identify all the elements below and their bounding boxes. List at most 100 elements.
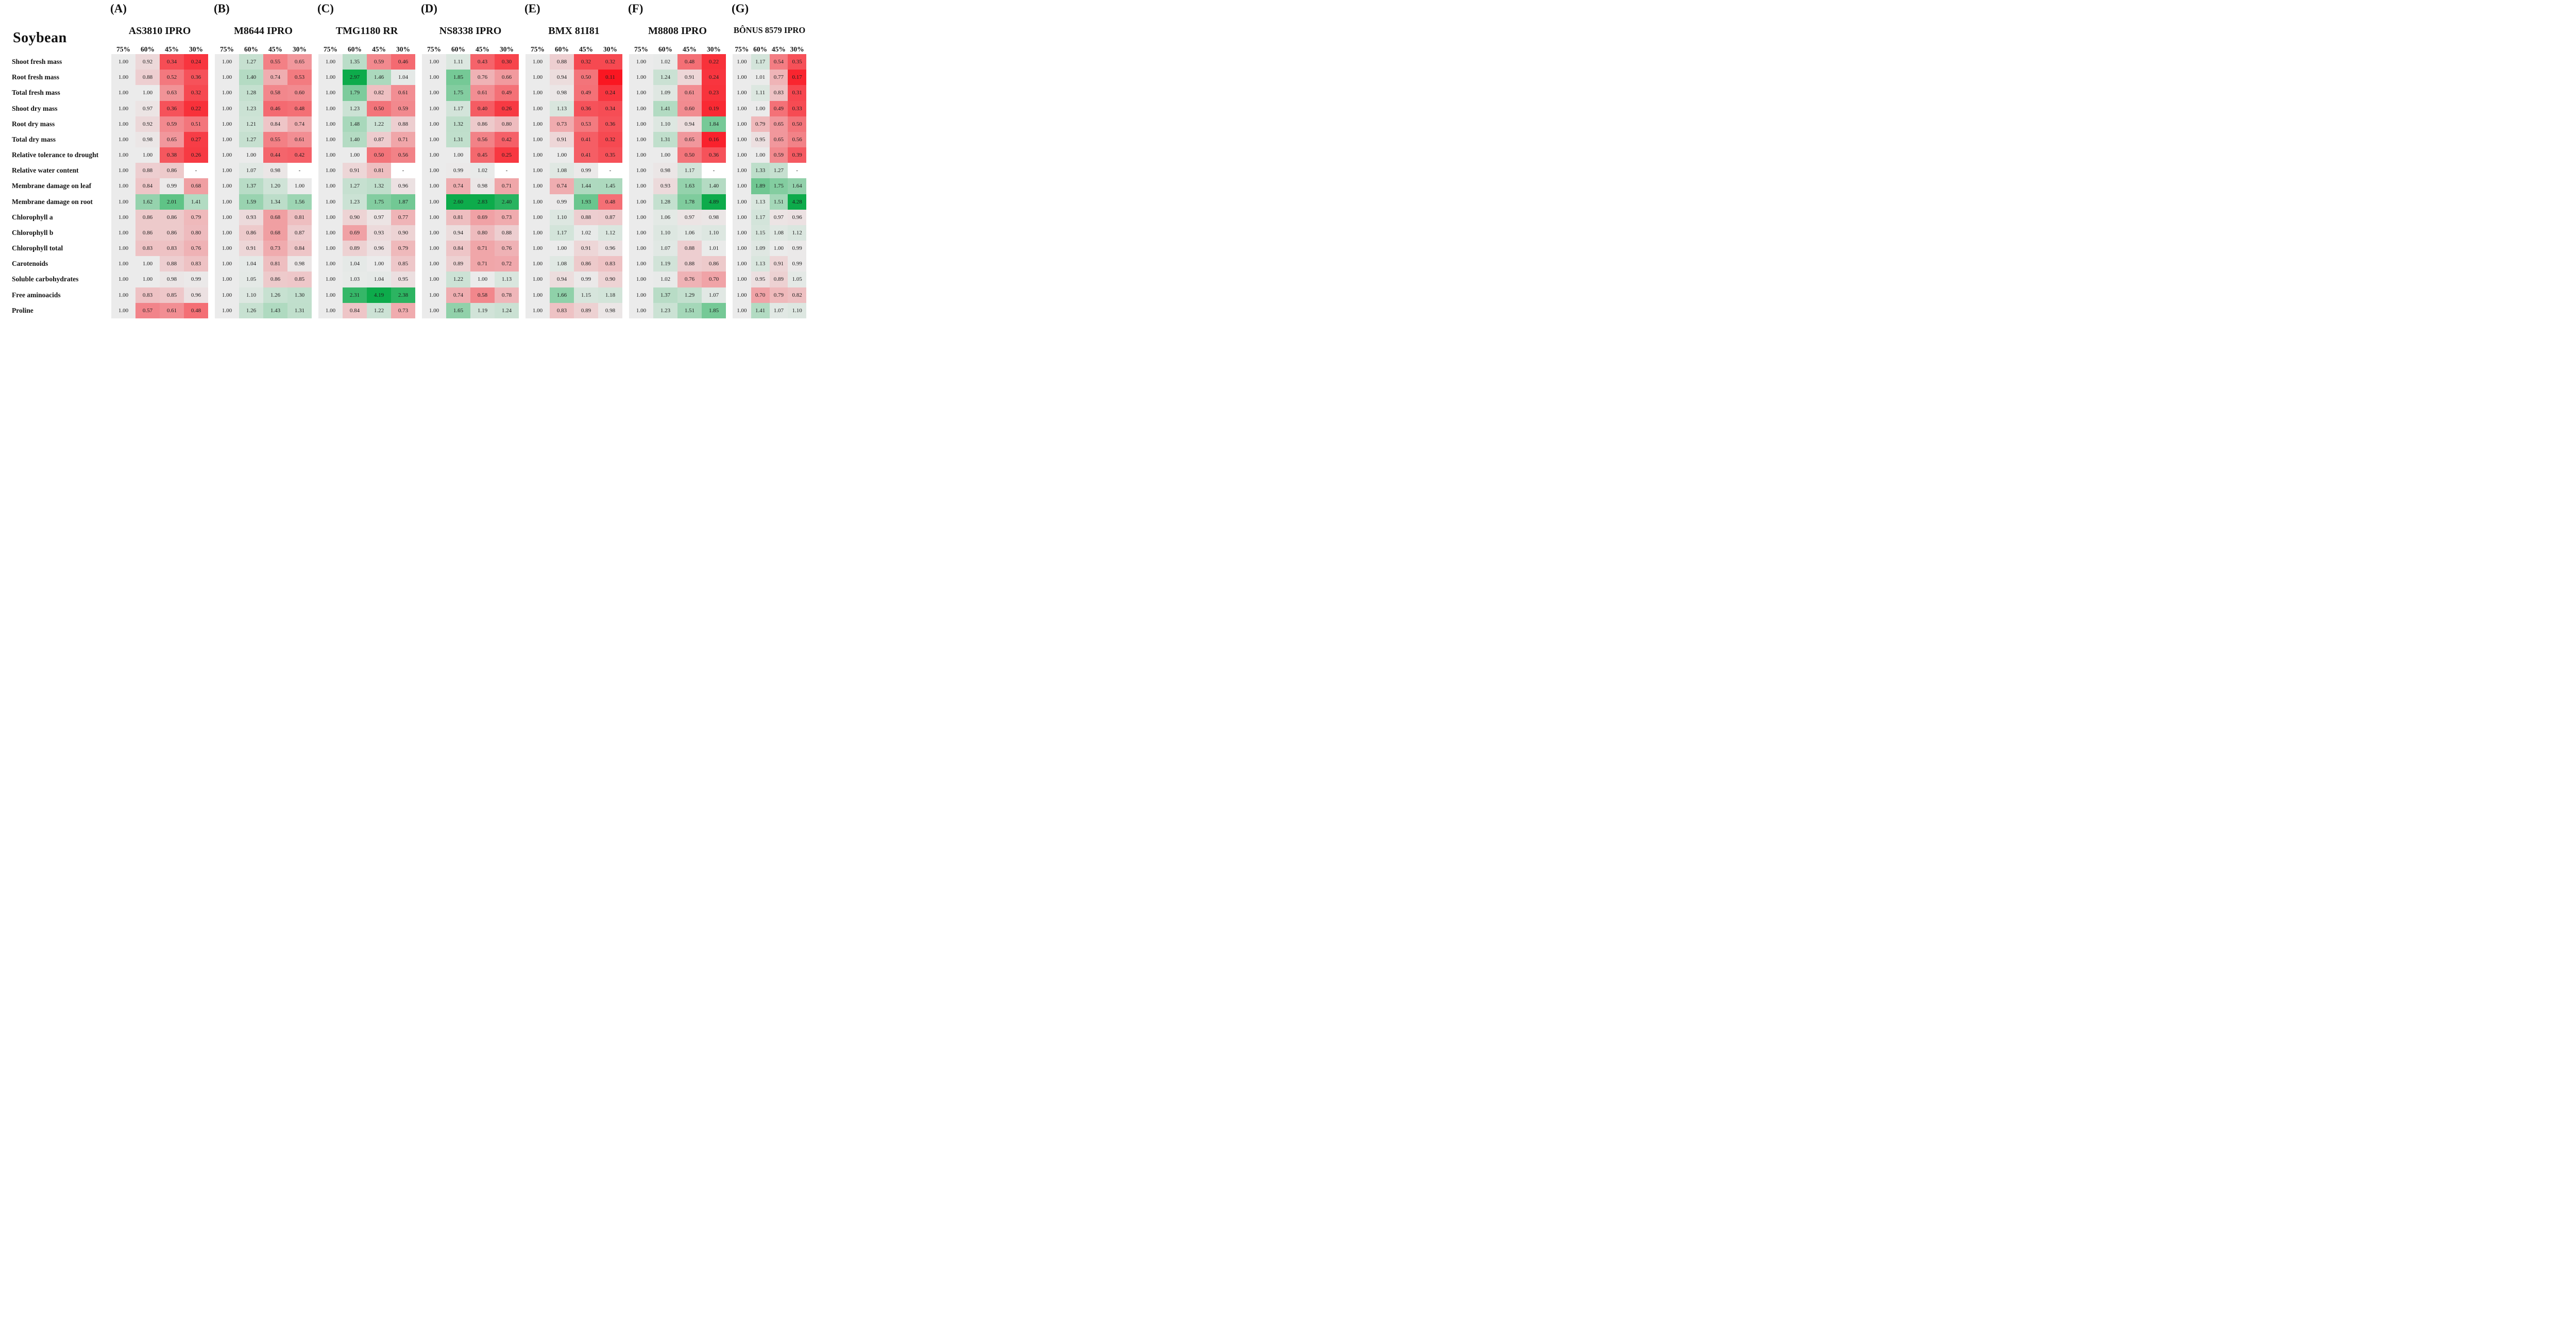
- heatmap-row: 1.00 1.03 1.04 0.95: [318, 272, 415, 287]
- heatmap-cell: 1.00: [111, 272, 135, 287]
- heatmap-cell: 0.86: [160, 163, 184, 179]
- heatmap-row: 1.00 0.98 1.17-: [629, 163, 726, 179]
- heatmap-cell: 1.00: [629, 54, 653, 70]
- heatmap-cell: 0.19: [702, 100, 726, 116]
- heatmap-row: 1.00 2.31 4.19 2.38: [318, 287, 415, 303]
- heatmap-cell: 0.96: [184, 287, 208, 303]
- heatmap-cell: 0.24: [184, 54, 208, 70]
- heatmap-cell: 0.99: [550, 194, 574, 210]
- heatmap-cell: 1.02: [470, 163, 495, 179]
- heatmap-cell: 1.00: [215, 131, 239, 148]
- heatmap-cell: 1.00: [318, 194, 343, 210]
- heatmap-cell: 1.04: [391, 70, 415, 86]
- heatmap-cell: 0.61: [677, 85, 702, 101]
- heatmap-row: 1.00 0.86 0.86 0.79: [111, 209, 208, 225]
- heatmap-cell: 1.00: [629, 163, 653, 179]
- col-header: 75%: [735, 45, 749, 53]
- row-label: Proline: [12, 306, 33, 314]
- heatmap-cell: 0.84: [343, 302, 367, 318]
- heatmap-row: 1.00 1.02 0.76 0.70: [629, 272, 726, 287]
- heatmap-cell: 1.00: [629, 100, 653, 116]
- heatmap-cell: 1.37: [239, 178, 263, 194]
- heatmap-row: 1.00 0.83 0.89 0.98: [526, 302, 622, 318]
- row-label: Chlorophyll a: [12, 213, 53, 221]
- heatmap-row: 1.00 1.48 1.22 0.88: [318, 116, 415, 132]
- heatmap-cell: 0.81: [446, 209, 470, 225]
- row-label: Relative water content: [12, 166, 79, 175]
- heatmap-cell: 1.12: [788, 225, 806, 241]
- heatmap-cell: 1.08: [769, 225, 788, 241]
- heatmap-cell: 0.95: [751, 272, 770, 287]
- heatmap-row: 1.00 0.86 0.86 0.80: [111, 225, 208, 241]
- heatmap-cell: 1.00: [526, 100, 550, 116]
- heatmap-cell: 0.59: [367, 54, 391, 70]
- heatmap-row: 1.00 1.28 1.78 4.89: [629, 194, 726, 210]
- panel-cultivar-title: TMG1180 RR: [335, 25, 398, 37]
- heatmap-cell: 1.00: [111, 100, 135, 116]
- heatmap-cell: 1.00: [215, 70, 239, 86]
- row-label: Total dry mass: [12, 135, 56, 143]
- heatmap-cell: 1.00: [526, 302, 550, 318]
- heatmap-cell: 1.00: [629, 209, 653, 225]
- heatmap-cell: 0.43: [470, 54, 495, 70]
- heatmap-cell: 1.00: [215, 100, 239, 116]
- heatmap-cell: 0.86: [574, 256, 598, 272]
- heatmap-cell: 1.89: [751, 178, 770, 194]
- col-header: 60%: [244, 45, 258, 53]
- heatmap-cell: 1.85: [446, 70, 470, 86]
- heatmap-row: 1.00 1.09 1.00 0.99: [733, 241, 806, 257]
- heatmap-row: 1.00 1.05 0.86 0.85: [215, 272, 312, 287]
- heatmap-cell: 1.00: [526, 287, 550, 303]
- heatmap-row: 1.00 2.97 1.46 1.04: [318, 70, 415, 86]
- heatmap-cell: 0.11: [598, 70, 622, 86]
- heatmap-row: 1.00 1.02 0.48 0.22: [629, 54, 726, 70]
- heatmap-cell: 0.40: [470, 100, 495, 116]
- heatmap-cell: 0.84: [446, 241, 470, 257]
- heatmap-cell: 1.13: [751, 256, 770, 272]
- heatmap-cell: 0.70: [702, 272, 726, 287]
- heatmap-cell: 0.88: [574, 209, 598, 225]
- heatmap-cell: 0.65: [677, 131, 702, 148]
- heatmap-row: 1.00 1.00 0.98 0.99: [111, 272, 208, 287]
- heatmap-cell: 1.00: [111, 302, 135, 318]
- heatmap-row: 1.00 1.00 0.41 0.35: [526, 147, 622, 163]
- heatmap-cell: 0.36: [702, 147, 726, 163]
- heatmap-cell: 1.09: [653, 85, 677, 101]
- heatmap-cell: 1.35: [343, 54, 367, 70]
- heatmap-cell: 0.50: [677, 147, 702, 163]
- heatmap-cell: 1.07: [239, 163, 263, 179]
- heatmap-cell: 0.68: [263, 209, 287, 225]
- heatmap-row: 1.00 1.06 0.97 0.98: [629, 209, 726, 225]
- heatmap-cell: 0.71: [391, 131, 415, 148]
- heatmap-cell: 1.00: [318, 256, 343, 272]
- heatmap-cell: 0.59: [160, 116, 184, 132]
- heatmap-cell: 1.27: [239, 131, 263, 148]
- heatmap-cell: 0.93: [239, 209, 263, 225]
- heatmap-cell: 1.00: [629, 302, 653, 318]
- heatmap-cell: 0.50: [367, 100, 391, 116]
- heatmap-cell: 0.81: [287, 209, 312, 225]
- heatmap-cell: 1.00: [111, 287, 135, 303]
- heatmap-cell: 0.55: [263, 54, 287, 70]
- heatmap-cell: 1.24: [495, 302, 519, 318]
- heatmap-cell: 1.26: [263, 287, 287, 303]
- heatmap-cell: 1.00: [318, 147, 343, 163]
- heatmap-cell: 1.00: [215, 209, 239, 225]
- heatmap-cell: 1.23: [343, 194, 367, 210]
- heatmap-cell: 0.71: [470, 241, 495, 257]
- heatmap-cell: 1.00: [215, 178, 239, 194]
- heatmap-cell: 0.81: [263, 256, 287, 272]
- heatmap-cell: 1.23: [343, 100, 367, 116]
- heatmap-cell: 0.99: [446, 163, 470, 179]
- col-header: 45%: [165, 45, 179, 53]
- heatmap-cell: 0.24: [702, 70, 726, 86]
- water-regime-headers: 75% 60% 45% 30%: [422, 45, 519, 54]
- heatmap-cell: 0.86: [160, 209, 184, 225]
- heatmap-cell: 1.00: [526, 194, 550, 210]
- heatmap-cell: 0.60: [287, 85, 312, 101]
- heatmap-row: 1.00 0.88 0.52 0.36: [111, 70, 208, 86]
- heatmap-grid: 1.00 1.02 0.48 0.22 1.00 1.24 0.91 0.24 1.00 1.09…: [629, 54, 726, 318]
- heatmap-cell: 1.00: [215, 241, 239, 257]
- heatmap-cell: 1.00: [422, 209, 446, 225]
- figure-title: Soybean: [13, 30, 67, 46]
